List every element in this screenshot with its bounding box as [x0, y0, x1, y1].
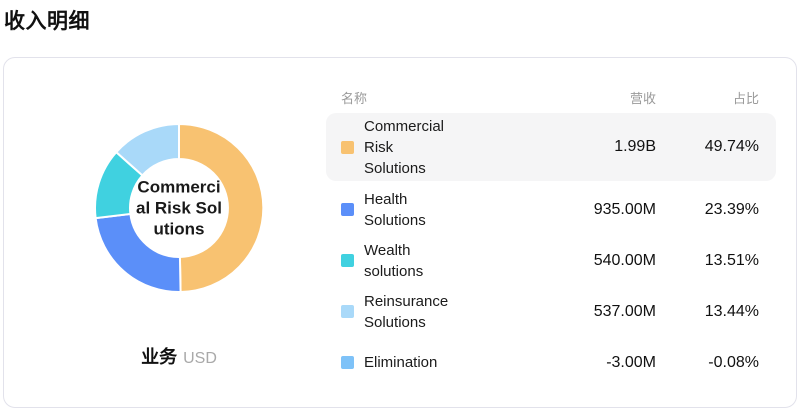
chart-footer: 业务 USD — [45, 343, 313, 369]
row-name: Health Solutions — [364, 190, 426, 229]
row-name: Wealth solutions — [364, 241, 424, 280]
currency-unit-label: USD — [183, 350, 217, 367]
legend-swatch — [341, 254, 354, 267]
row-revenue: -3.00M — [606, 353, 656, 371]
table-row[interactable]: Reinsurance Solutions 537.00M 13.44% — [326, 286, 776, 337]
header-share: 占比 — [732, 91, 759, 106]
table-row[interactable]: Health Solutions 935.00M 23.39% — [326, 184, 776, 235]
row-name: Elimination — [364, 354, 438, 371]
row-name: Reinsurance Solutions — [364, 292, 449, 331]
row-revenue: 540.00M — [593, 251, 656, 269]
row-revenue: 537.00M — [593, 302, 656, 320]
donut-segment-0[interactable] — [178, 124, 263, 292]
row-share: -0.08% — [708, 353, 759, 371]
row-name: Commercial Risk Solutions — [364, 117, 445, 177]
header-revenue: 营收 — [629, 91, 656, 106]
dimension-label: 业务 — [141, 347, 178, 367]
legend-swatch — [341, 203, 354, 216]
row-revenue: 935.00M — [593, 200, 656, 218]
row-share: 23.39% — [704, 200, 759, 218]
table-row[interactable]: Elimination -3.00M -0.08% — [326, 337, 776, 388]
page-title: 收入明细 — [4, 10, 90, 33]
row-revenue: 1.99B — [614, 138, 656, 155]
table-header-row: 名称 营收 占比 — [326, 82, 776, 113]
row-share: 49.74% — [704, 138, 759, 155]
donut-center-label: Commerci al Risk Sol utions — [136, 177, 222, 239]
donut-segment-3[interactable] — [115, 124, 180, 177]
revenue-detail-card: Commerci al Risk Sol utions 业务 USD 名称 营收 … — [3, 57, 797, 408]
row-share: 13.51% — [704, 251, 759, 269]
table-row[interactable]: Wealth solutions 540.00M 13.51% — [326, 235, 776, 286]
table-row[interactable]: Commercial Risk Solutions 1.99B 49.74% — [326, 113, 776, 181]
legend-swatch — [341, 356, 354, 369]
legend-swatch — [341, 140, 354, 154]
header-name: 名称 — [341, 91, 368, 106]
donut-chart: Commerci al Risk Sol utions — [95, 124, 263, 292]
donut-chart-svg[interactable] — [95, 124, 263, 292]
legend-swatch — [341, 305, 354, 318]
row-share: 13.44% — [704, 302, 759, 320]
legend-table: 名称 营收 占比 Commercial Risk Solutions 1.99B… — [326, 82, 776, 388]
